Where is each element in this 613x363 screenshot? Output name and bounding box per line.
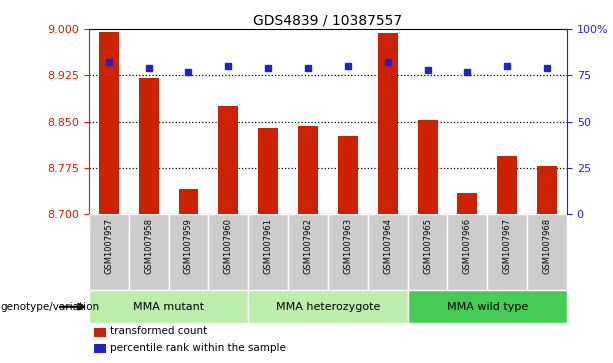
Bar (94, 344, 105, 353)
Text: GSM1007967: GSM1007967 (503, 218, 512, 274)
Text: GSM1007968: GSM1007968 (543, 218, 552, 274)
Text: genotype/variation: genotype/variation (1, 302, 100, 312)
Bar (89, 214, 129, 290)
Bar (178, 189, 199, 214)
Bar (417, 121, 438, 214)
Text: MMA mutant: MMA mutant (133, 302, 204, 312)
Bar (408, 290, 567, 323)
Bar (378, 33, 398, 214)
Bar (169, 214, 208, 290)
Bar (457, 193, 478, 214)
Bar (89, 290, 248, 323)
Bar (248, 214, 288, 290)
Bar (248, 290, 408, 323)
Bar (129, 214, 169, 290)
Bar (208, 214, 248, 290)
Bar (527, 214, 567, 290)
Text: percentile rank within the sample: percentile rank within the sample (110, 343, 286, 353)
Text: GSM1007963: GSM1007963 (343, 218, 352, 274)
Bar (94, 328, 105, 337)
Text: MMA heterozygote: MMA heterozygote (276, 302, 380, 312)
Text: GSM1007965: GSM1007965 (423, 218, 432, 274)
Bar (258, 128, 278, 214)
Bar (139, 78, 159, 214)
Bar (298, 126, 318, 214)
Bar (328, 214, 368, 290)
Bar (447, 214, 487, 290)
Text: transformed count: transformed count (110, 326, 208, 337)
Title: GDS4839 / 10387557: GDS4839 / 10387557 (253, 14, 403, 28)
Text: GSM1007960: GSM1007960 (224, 218, 233, 274)
Bar (99, 32, 119, 214)
Text: GSM1007964: GSM1007964 (383, 218, 392, 274)
Text: GSM1007961: GSM1007961 (264, 218, 273, 274)
Bar (408, 214, 447, 290)
Text: GSM1007958: GSM1007958 (144, 218, 153, 274)
Bar (487, 214, 527, 290)
Text: GSM1007959: GSM1007959 (184, 218, 193, 274)
Text: GSM1007962: GSM1007962 (303, 218, 313, 274)
Bar (338, 136, 358, 214)
Bar (218, 106, 238, 214)
Bar (537, 166, 557, 214)
Text: GSM1007966: GSM1007966 (463, 218, 472, 274)
Text: MMA wild type: MMA wild type (447, 302, 528, 312)
Bar (497, 155, 517, 214)
Text: GSM1007957: GSM1007957 (104, 218, 113, 274)
Bar (368, 214, 408, 290)
Bar (288, 214, 328, 290)
